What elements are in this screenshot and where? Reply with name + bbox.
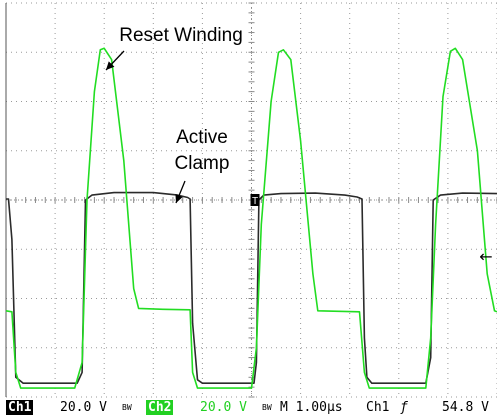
ch2-scale: 20.0 V — [200, 400, 247, 415]
trigger-level-arrow-icon: ← — [479, 247, 492, 266]
graticule — [5, 2, 497, 398]
waveform-traces — [5, 47, 497, 389]
reset-winding-arrow-icon-head — [106, 61, 115, 70]
active-clamp-arrow-icon-head — [175, 194, 183, 203]
status-bar: Ch1 20.0 V BW Ch2 20.0 V BW M 1.00µs Ch1… — [0, 398, 497, 417]
ch2-label: Ch2 — [146, 400, 174, 415]
trigger-position-marker — [250, 194, 260, 206]
trace-ch2 — [5, 47, 497, 389]
timebase: M 1.00µs — [280, 400, 343, 415]
ch1-label: Ch1 — [6, 400, 34, 415]
ch1-bandwidth-icon: BW — [122, 403, 132, 412]
trigger-source: Ch1 — [366, 400, 390, 415]
trigger-marker-label: T — [252, 196, 258, 207]
annotations: Reset Winding Active Clamp — [105, 25, 243, 204]
ch1-scale: 20.0 V — [60, 400, 107, 415]
trace-ch1 — [6, 191, 497, 385]
annotation-reset-winding: Reset Winding — [119, 25, 243, 46]
annotation-active-clamp: Active Clamp — [175, 127, 230, 174]
ch2-bandwidth-icon: BW — [262, 403, 272, 412]
trigger-level: 54.8 V — [442, 400, 489, 415]
trigger-slope-icon: ƒ — [400, 400, 408, 415]
screen-markers: T← — [250, 194, 493, 266]
